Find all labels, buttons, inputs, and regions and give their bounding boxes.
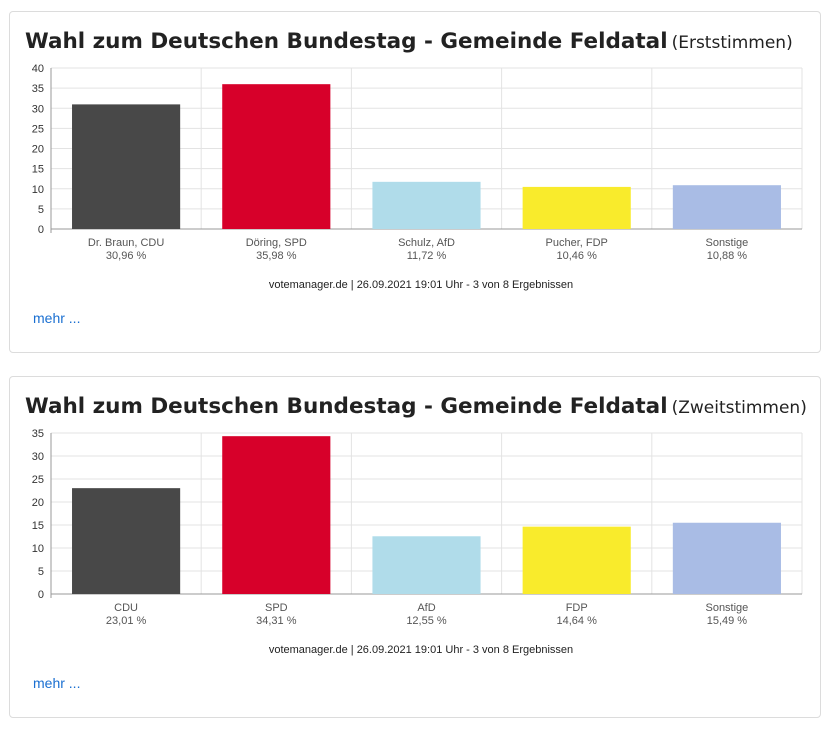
x-category-label: FDP — [566, 602, 588, 614]
x-percent-label: 11,72 % — [407, 250, 447, 262]
y-tick-label: 0 — [38, 589, 44, 601]
source-line: votemanager.de | 26.09.2021 19:01 Uhr - … — [268, 279, 574, 291]
y-tick-label: 30 — [32, 103, 44, 115]
bar-fdp — [522, 526, 631, 594]
x-category-label: Döring, SPD — [246, 237, 307, 249]
x-percent-label: 12,55 % — [406, 615, 447, 627]
x-category-label: Pucher, FDP — [546, 237, 608, 249]
chart-title: Wahl zum Deutschen Bundestag - Gemeinde … — [25, 394, 807, 419]
y-tick-label: 15 — [32, 164, 44, 176]
bar-pucher-fdp — [522, 186, 631, 229]
x-percent-label: 10,88 % — [707, 250, 748, 262]
more-link[interactable]: mehr ... — [33, 310, 81, 326]
x-category-label: AfD — [417, 602, 435, 614]
y-tick-label: 5 — [38, 204, 44, 216]
chart-title-text: Wahl zum Deutschen Bundestag - Gemeinde … — [25, 394, 668, 419]
x-category-label: SPD — [265, 602, 288, 614]
bar-afd — [372, 536, 481, 594]
bar-cdu — [72, 488, 181, 594]
x-percent-label: 35,98 % — [256, 250, 297, 262]
bar-spd — [222, 436, 331, 594]
y-tick-label: 0 — [38, 224, 44, 236]
y-tick-label: 35 — [32, 83, 44, 95]
x-percent-label: 23,01 % — [106, 615, 147, 627]
y-tick-label: 25 — [32, 123, 44, 135]
x-percent-label: 10,46 % — [557, 250, 598, 262]
y-tick-label: 15 — [32, 520, 44, 532]
y-tick-label: 10 — [32, 543, 44, 555]
chart-subtitle: (Erststimmen) — [671, 33, 793, 53]
chart-title-text: Wahl zum Deutschen Bundestag - Gemeinde … — [25, 29, 668, 54]
bar-sonstige — [672, 522, 781, 594]
chart-card-zweitstimmen: Wahl zum Deutschen Bundestag - Gemeinde … — [9, 376, 821, 718]
x-percent-label: 30,96 % — [106, 250, 147, 262]
source-line: votemanager.de | 26.09.2021 19:01 Uhr - … — [268, 644, 574, 656]
x-category-label: Sonstige — [705, 237, 748, 249]
x-category-label: Dr. Braun, CDU — [88, 237, 164, 249]
x-percent-label: 14,64 % — [557, 615, 598, 627]
y-tick-label: 5 — [38, 566, 44, 578]
x-category-label: CDU — [114, 602, 138, 614]
chart-subtitle: (Zweitstimmen) — [671, 398, 807, 418]
more-link[interactable]: mehr ... — [33, 675, 81, 691]
y-tick-label: 35 — [32, 428, 44, 440]
y-tick-label: 30 — [32, 451, 44, 463]
x-category-label: Schulz, AfD — [398, 237, 455, 249]
y-tick-label: 10 — [32, 184, 44, 196]
bar-dr-braun-cdu — [72, 104, 181, 229]
chart-title: Wahl zum Deutschen Bundestag - Gemeinde … — [25, 29, 793, 54]
chart-card-erststimmen: Wahl zum Deutschen Bundestag - Gemeinde … — [9, 11, 821, 353]
y-tick-label: 20 — [32, 144, 44, 156]
y-tick-label: 20 — [32, 497, 44, 509]
bar-sonstige — [672, 185, 781, 229]
y-tick-label: 25 — [32, 474, 44, 486]
y-tick-label: 40 — [32, 63, 44, 75]
bar-schulz-afd — [372, 181, 481, 229]
x-percent-label: 15,49 % — [707, 615, 748, 627]
x-percent-label: 34,31 % — [256, 615, 297, 627]
bar-döring-spd — [222, 84, 331, 229]
x-category-label: Sonstige — [705, 602, 748, 614]
